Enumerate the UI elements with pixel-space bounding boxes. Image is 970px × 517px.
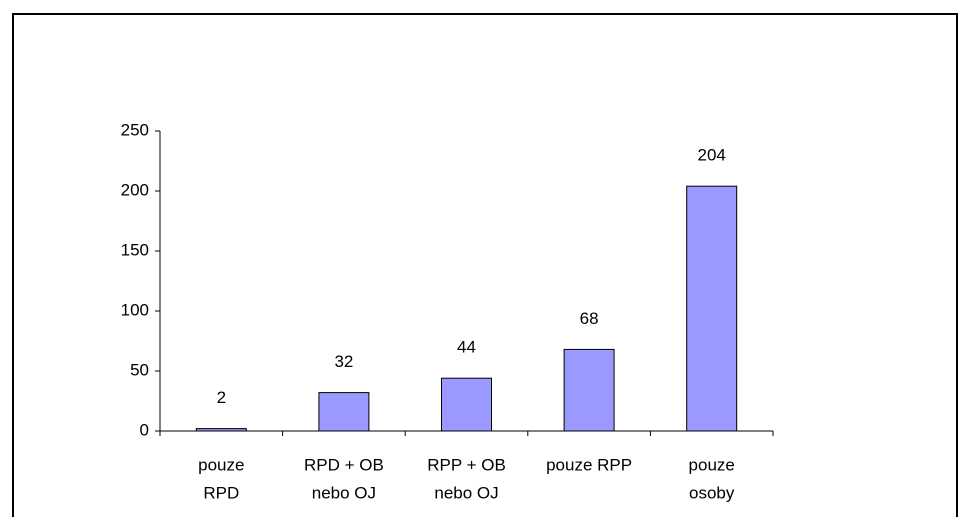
value-label: 44 (457, 338, 476, 357)
y-tick-label: 100 (121, 300, 149, 319)
bar (686, 185, 738, 432)
value-label: 68 (580, 309, 599, 328)
value-label: 204 (698, 146, 726, 165)
bar (563, 348, 615, 432)
y-tick-label: 200 (121, 180, 149, 199)
x-tick-label: nebo OJ (312, 483, 376, 502)
x-tick-label: RPP + OB (427, 455, 506, 474)
value-label: 2 (217, 388, 226, 407)
x-tick-label: pouze (689, 455, 735, 474)
x-tick-label: RPD (203, 483, 239, 502)
x-tick-label: pouze RPP (546, 455, 632, 474)
value-label: 32 (334, 352, 353, 371)
x-tick-label: osoby (689, 483, 735, 502)
y-tick-label: 50 (130, 360, 149, 379)
x-tick-label: nebo OJ (434, 483, 498, 502)
x-tick-label: pouze (198, 455, 244, 474)
x-tick-label: RPD + OB (304, 455, 384, 474)
y-tick-label: 0 (140, 420, 149, 439)
bar (441, 377, 492, 432)
y-tick-label: 250 (121, 120, 149, 139)
y-tick-label: 150 (121, 240, 149, 259)
bar (318, 392, 370, 432)
